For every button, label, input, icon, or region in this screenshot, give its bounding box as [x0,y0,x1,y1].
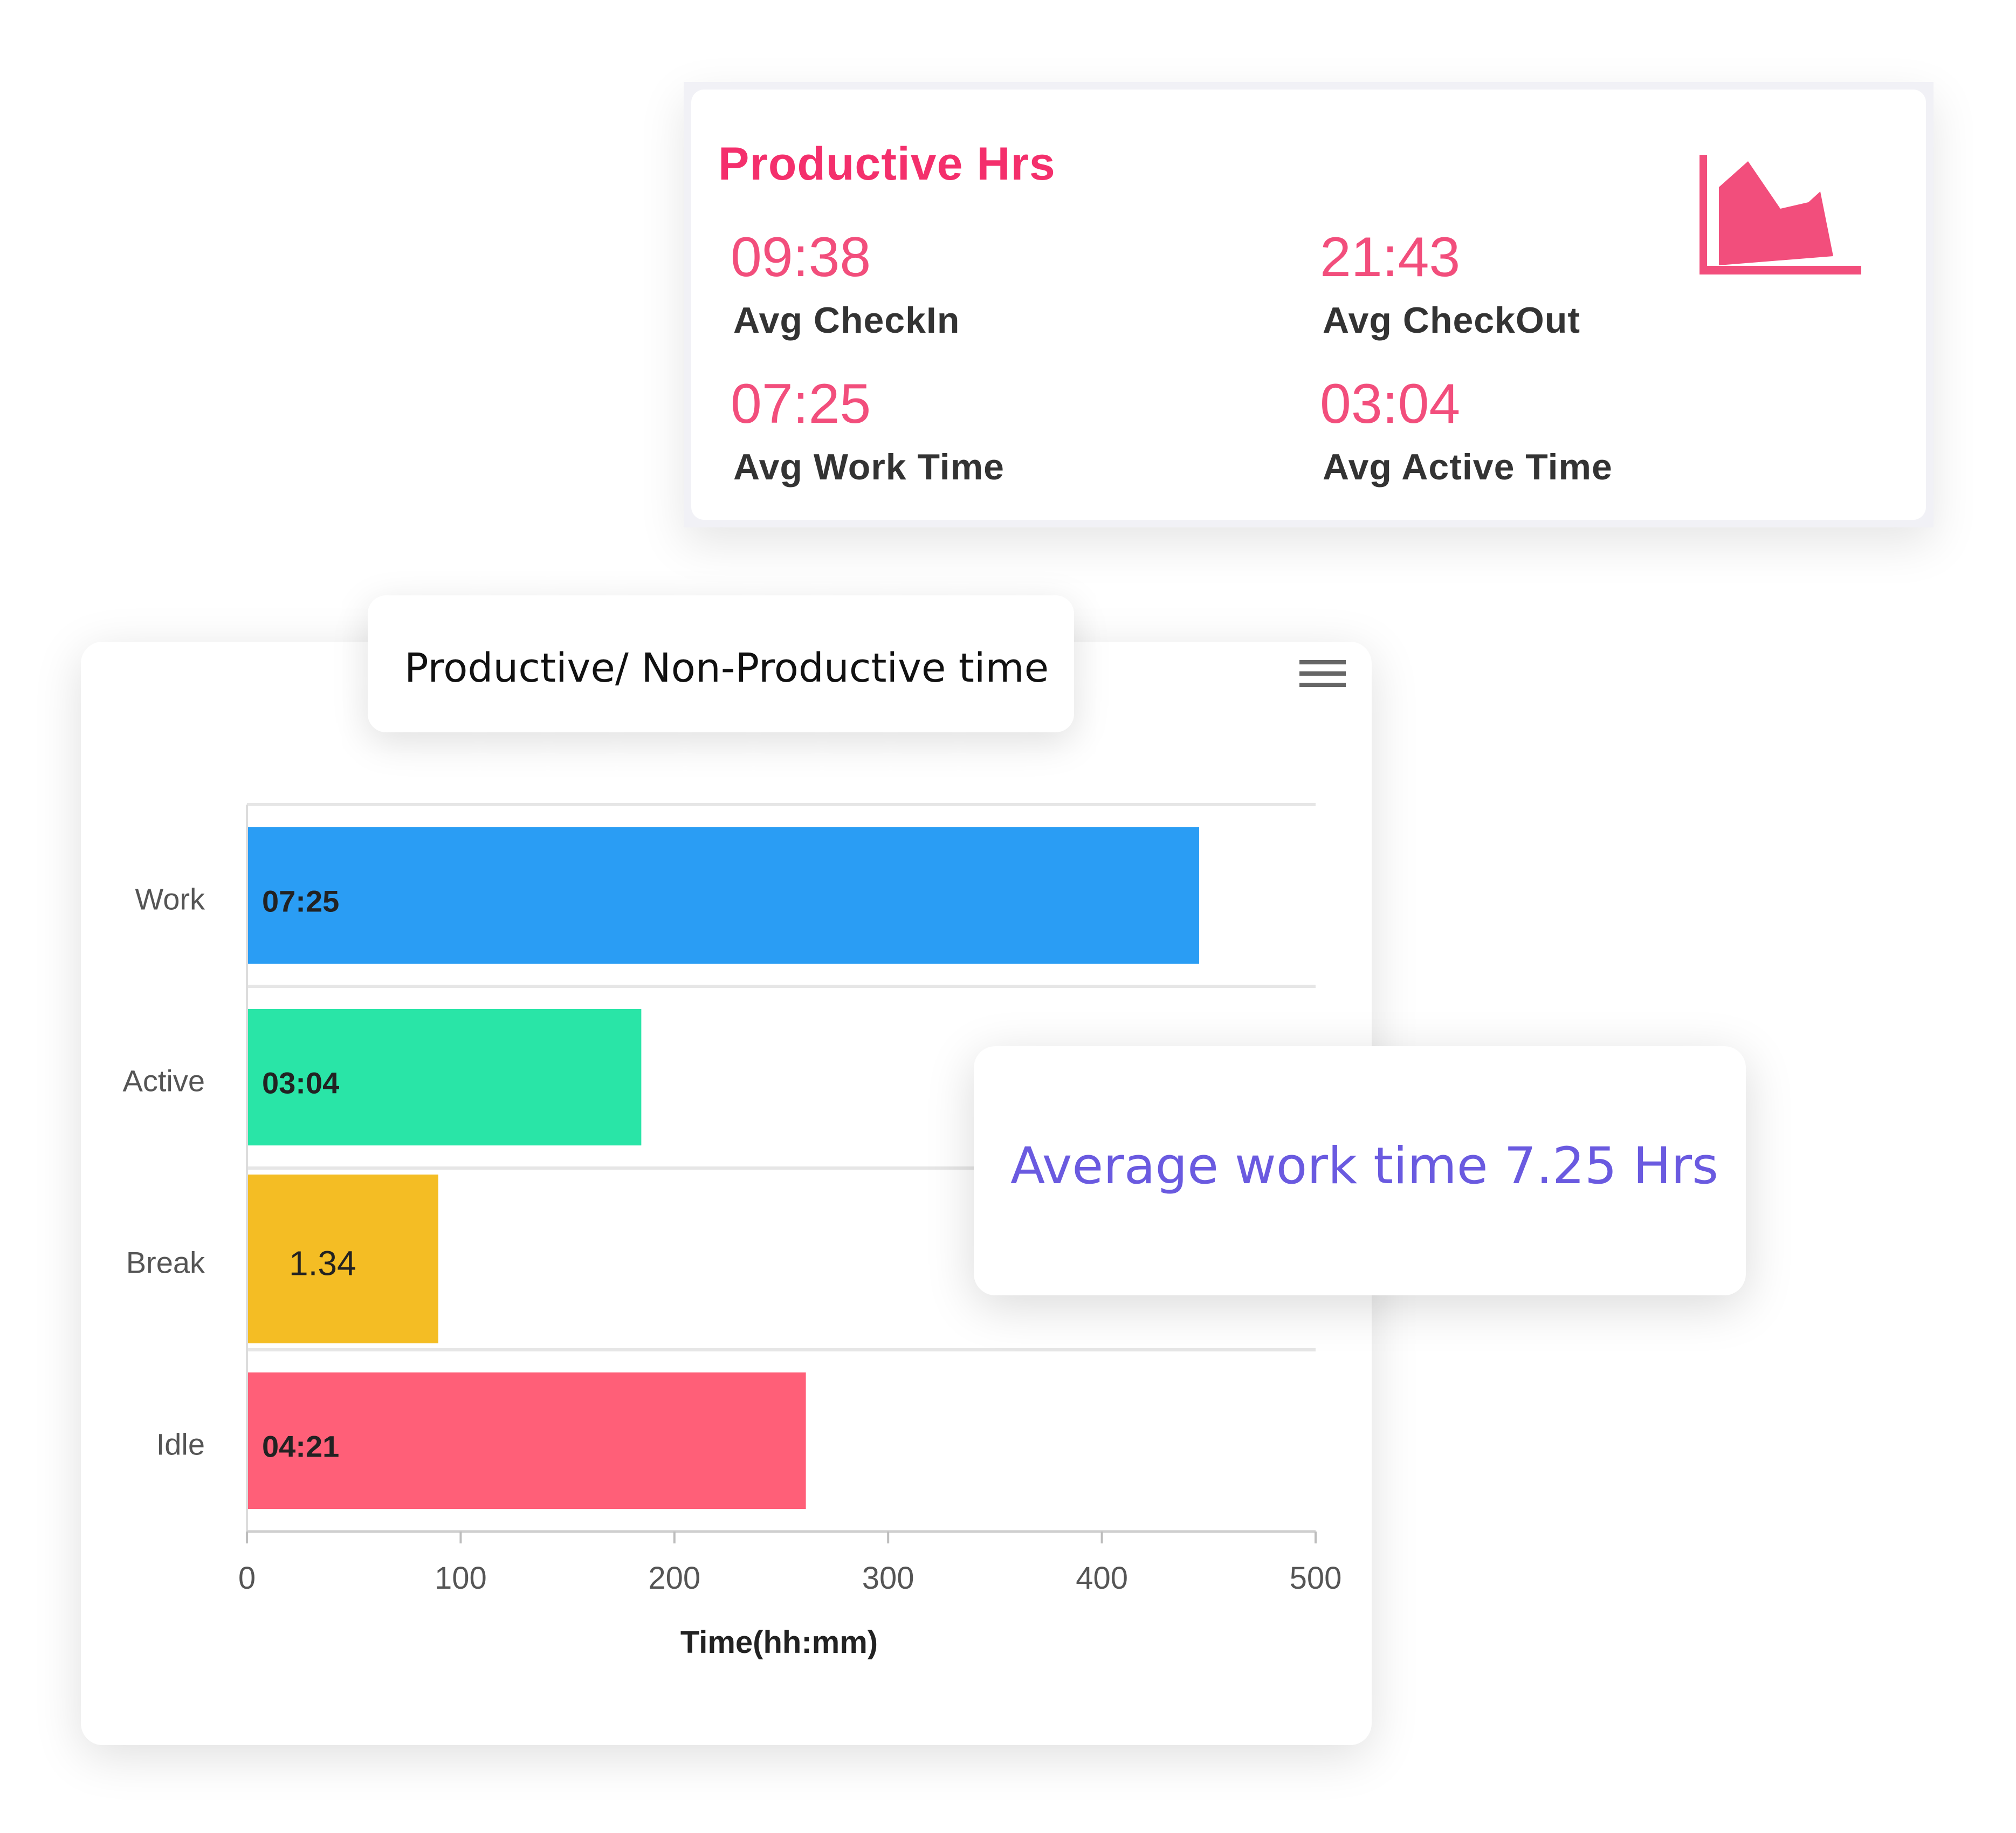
x-tick-label: 500 [1290,1561,1342,1596]
bar-chart: 07:25 Work 03:04 Active 1.34 Break 04:21 Idle 0… [123,803,1342,1660]
avg-active-time-value: 03:04 [1320,373,1461,435]
avg-work-time-value: 07:25 [731,373,871,435]
x-axis-title: Time(hh:mm) [680,1625,878,1660]
data-label-active: 03:04 [262,1066,339,1100]
productive-hrs-title: Productive Hrs [718,138,1056,190]
avg-checkin-value: 09:38 [731,226,871,289]
avg-checkout-label: Avg CheckOut [1323,300,1581,341]
x-tick-label: 100 [435,1561,487,1596]
x-tick-label: 200 [648,1561,700,1596]
avg-checkin-label: Avg CheckIn [733,300,960,341]
area-chart-icon [1700,155,1861,274]
avg-checkout-value: 21:43 [1320,226,1461,289]
data-label-work: 07:25 [262,884,339,918]
average-work-time-callout: Average work time 7.25 Hrs [974,1046,1746,1295]
bar-active[interactable] [248,1009,642,1145]
productive-hrs-card-body [691,90,1926,520]
x-tick-label: 300 [862,1561,914,1596]
x-tick-label: 400 [1076,1561,1128,1596]
data-label-break: 1.34 [289,1244,356,1283]
bar-work[interactable] [248,827,1199,964]
bar-break[interactable] [248,1175,438,1343]
category-label-idle: Idle [156,1427,205,1461]
category-label-work: Work [135,882,205,916]
chart-title: Productive/ Non-Productive time [404,645,1049,691]
data-label-idle: 04:21 [262,1430,339,1464]
productive-hrs-card [684,82,1934,527]
avg-work-time-label: Avg Work Time [733,447,1004,488]
x-tick-label: 0 [238,1561,256,1596]
average-work-time-text: Average work time 7.25 Hrs [1010,1137,1718,1196]
hamburger-menu-icon[interactable] [1299,657,1346,691]
bar-idle[interactable] [248,1372,806,1509]
category-label-active: Active [123,1064,205,1098]
chart-title-pill: Productive/ Non-Productive time [368,595,1074,732]
avg-active-time-label: Avg Active Time [1323,447,1613,488]
category-label-break: Break [126,1246,205,1280]
